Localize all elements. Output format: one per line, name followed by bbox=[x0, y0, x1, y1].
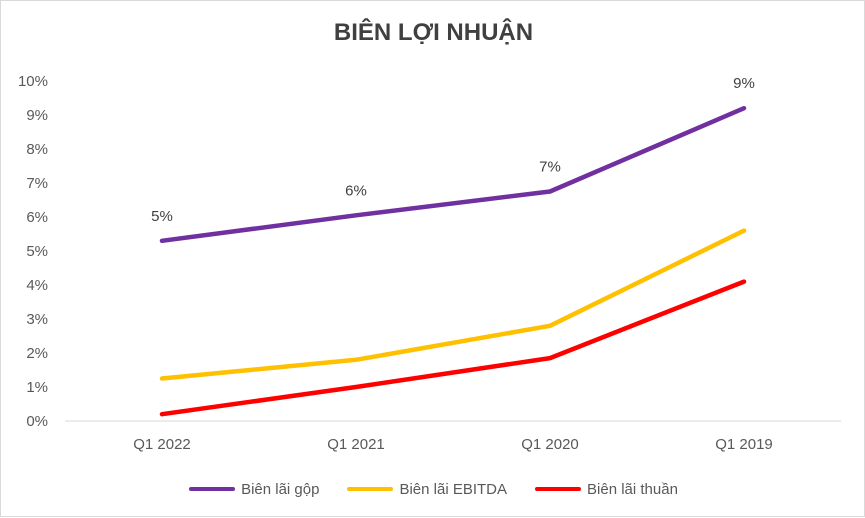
y-tick-label: 0% bbox=[26, 413, 48, 430]
legend-label: Biên lãi EBITDA bbox=[399, 480, 508, 498]
y-tick-label: 7% bbox=[26, 175, 48, 192]
data-label: 5% bbox=[151, 208, 173, 225]
series-line-3 bbox=[159, 279, 747, 417]
legend-swatch bbox=[189, 487, 236, 491]
y-tick-label: 9% bbox=[26, 107, 48, 124]
series-lines bbox=[159, 105, 747, 417]
y-tick-label: 6% bbox=[26, 209, 48, 226]
x-axis: Q1 2022 Q1 2021 Q1 2020 Q1 2019 bbox=[133, 436, 773, 453]
y-tick-label: 4% bbox=[26, 277, 48, 294]
data-label: 9% bbox=[733, 75, 755, 92]
data-label: 7% bbox=[539, 159, 561, 176]
y-tick-label: 10% bbox=[18, 73, 48, 90]
legend-item-2: Biên lãi EBITDA bbox=[347, 481, 507, 498]
series-line-1 bbox=[159, 105, 747, 244]
data-label: 6% bbox=[345, 182, 367, 199]
x-tick-label: Q1 2021 bbox=[327, 436, 385, 453]
legend-swatch bbox=[347, 487, 394, 491]
series-line-2 bbox=[159, 228, 747, 381]
y-tick-label: 5% bbox=[26, 243, 48, 260]
legend-item-1: Biên lãi gộp bbox=[189, 481, 319, 498]
y-tick-label: 2% bbox=[26, 345, 48, 362]
x-tick-label: Q1 2020 bbox=[521, 436, 579, 453]
y-tick-label: 3% bbox=[26, 311, 48, 328]
y-tick-label: 8% bbox=[26, 141, 48, 158]
chart-legend: Biên lãi gộp Biên lãi EBITDA Biên lãi thuầ… bbox=[1, 477, 865, 501]
x-tick-label: Q1 2019 bbox=[715, 436, 773, 453]
legend-item-3: Biên lãi thuần bbox=[535, 481, 678, 498]
y-axis: 0% 1% 2% 3% 4% 5% 6% 7% 8% 9% 10% bbox=[18, 73, 48, 430]
y-tick-label: 1% bbox=[26, 379, 48, 396]
legend-label: Biên lãi gộp bbox=[241, 480, 320, 498]
legend-label: Biên lãi thuần bbox=[587, 480, 678, 498]
x-tick-label: Q1 2022 bbox=[133, 436, 191, 453]
legend-swatch bbox=[535, 487, 582, 491]
chart-title: BIÊN LỢI NHUẬN bbox=[333, 19, 534, 46]
data-labels: 5% 6% 7% 9% bbox=[151, 75, 755, 225]
